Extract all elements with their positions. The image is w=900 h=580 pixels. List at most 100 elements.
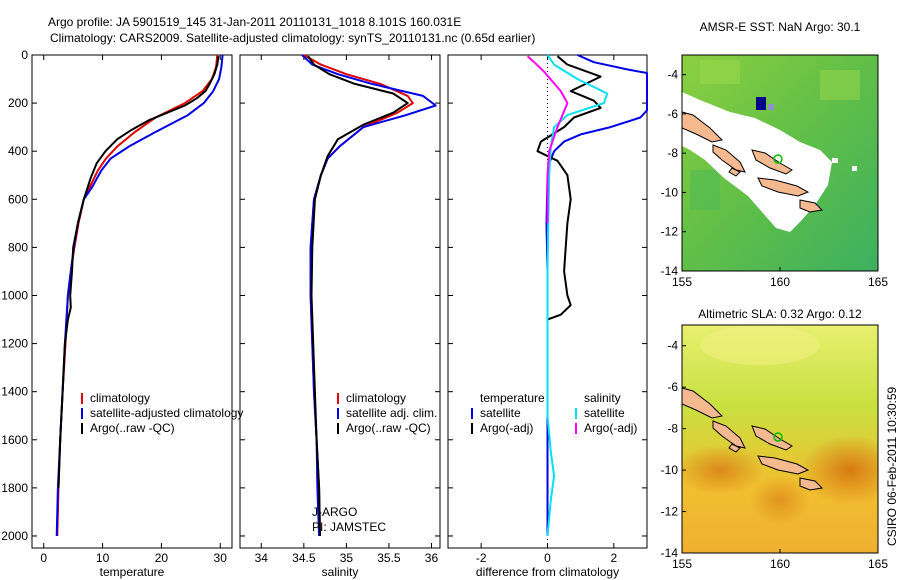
- timestamp-label: CSIRO 06-Feb-2011 10:30:59: [885, 386, 899, 546]
- sla-map-island: [757, 455, 810, 475]
- sst-map-patch: [820, 70, 860, 100]
- x-tick-label: 165: [868, 557, 888, 571]
- map-title: Altimetric SLA: 0.32 Argo: 0.12: [698, 307, 862, 321]
- sst-map-island: [799, 199, 824, 213]
- y-tick-label: 400: [8, 144, 28, 158]
- series-line-difference-3: [526, 55, 569, 224]
- x-tick-label: 35: [340, 551, 354, 565]
- sst-map-island: [682, 111, 724, 143]
- plot-frame: [31, 54, 233, 549]
- series-line-temperature-2: [57, 56, 220, 488]
- y-tick-label: -14: [661, 546, 679, 560]
- plot-frame: [239, 54, 441, 549]
- legend-entry: climatology: [90, 391, 150, 405]
- sla-map-low-anomaly: [700, 325, 820, 365]
- map-title: AMSR-E SST: NaN Argo: 30.1: [700, 20, 861, 34]
- sst-map-argo-marker: [773, 154, 783, 164]
- y-tick-label: 1600: [1, 433, 28, 447]
- x-tick-label: 0: [40, 551, 47, 565]
- profile-panel-salinity: 34 34.5 35 35.5 36 salinity climatologysatelli…: [239, 54, 441, 579]
- y-tick-label: -6: [667, 107, 678, 121]
- legend-entry: satellite: [480, 406, 521, 420]
- sla-map-high-anomaly: [750, 475, 810, 525]
- x-tick-label: 30: [214, 551, 228, 565]
- y-tick-label: 800: [8, 240, 28, 254]
- sst-map-patch: [690, 170, 720, 210]
- x-tick-label: 165: [868, 275, 888, 289]
- x-tick-label: 0: [544, 551, 551, 565]
- map-panel-sst_map: AMSR-E SST: NaN Argo: 30.1 155 160 165 -4 -6 -…: [661, 20, 889, 289]
- sst-map-island: [728, 167, 741, 177]
- x-tick-label: 20: [155, 551, 169, 565]
- legend-entry: satellite adj. clim.: [346, 406, 437, 420]
- sla-map-argo-marker: [773, 432, 783, 442]
- x-tick-label: 34: [255, 551, 269, 565]
- series-line-difference-1: [536, 55, 602, 321]
- sst-map-masked-cell: [852, 166, 857, 171]
- map-axes: AMSR-E SST: NaN Argo: 30.1 155 160 165 -4 -6 -…: [661, 20, 889, 571]
- sla-map-island: [728, 443, 741, 453]
- y-tick-label: -10: [661, 463, 679, 477]
- x-tick-label: 160: [770, 275, 790, 289]
- sst-map-island: [751, 149, 793, 175]
- series-line-temperature-1: [55, 54, 224, 537]
- sla-map-island: [751, 425, 793, 451]
- y-tick-label: -8: [667, 146, 678, 160]
- x-axis-label: difference from climatology: [476, 565, 619, 579]
- map-panel-sla_map: Altimetric SLA: 0.32 Argo: 0.12 155 160 165…: [661, 307, 889, 571]
- y-tick-label: 2000: [1, 529, 28, 543]
- annotation-text: PI: JAMSTEC: [312, 520, 386, 534]
- sst-map-masked-area: [682, 92, 832, 232]
- y-tick-label: 1400: [1, 385, 28, 399]
- sst-map-island: [757, 177, 810, 197]
- legend-entry: Argo(..raw -QC): [90, 421, 175, 435]
- x-tick-label: 10: [96, 551, 110, 565]
- y-tick-label: -6: [667, 380, 678, 394]
- legend-entry: Argo(..raw -QC): [346, 421, 431, 435]
- sst-map-island: [712, 144, 746, 173]
- x-tick-label: -2: [476, 551, 487, 565]
- legend-entry: Argo(-adj): [480, 421, 533, 435]
- y-tick-label: -4: [667, 68, 678, 82]
- sla-map-island: [799, 477, 824, 491]
- y-tick-label: -8: [667, 422, 678, 436]
- profile-panel-temperature: 0 10 20 30 0 200 400 600 800 1000 1200 1400 1600 1800…: [1, 48, 243, 579]
- y-tick-label: 200: [8, 96, 28, 110]
- sla-map-high-anomaly: [682, 445, 765, 495]
- figure-title-line2: Climatology: CARS2009. Satellite-adjuste…: [50, 31, 535, 45]
- series-line-salinity-2: [307, 55, 409, 537]
- x-axis-label: salinity: [322, 565, 359, 579]
- legend-header: salinity: [584, 391, 621, 405]
- sst-map-cold-cell: [756, 97, 766, 110]
- x-tick-label: 2: [610, 551, 617, 565]
- series-line-difference-0: [545, 54, 648, 536]
- y-tick-label: -12: [661, 225, 679, 239]
- sst-map-patch: [700, 60, 740, 84]
- sst-map-masked-cell: [832, 158, 838, 163]
- sst-map-cold-cell: [768, 104, 774, 110]
- y-tick-label: 0: [21, 48, 28, 62]
- figure-title-line1: Argo profile: JA 5901519_145 31-Jan-2011…: [48, 15, 461, 29]
- sla-map-island: [682, 387, 724, 419]
- annotation-text: J-ARGO: [312, 505, 357, 519]
- sla-map-island: [712, 420, 746, 449]
- x-tick-label: 160: [770, 557, 790, 571]
- y-tick-label: 600: [8, 192, 28, 206]
- x-axis-label: temperature: [100, 565, 165, 579]
- x-tick-label: 35.5: [377, 551, 401, 565]
- series-line-difference-2: [546, 54, 609, 537]
- profile-panels: 0 10 20 30020040060080010001200140016001800…: [1, 48, 648, 579]
- x-tick-label: 155: [672, 557, 692, 571]
- y-tick-label: 1000: [1, 288, 28, 302]
- legend-entry: satellite: [584, 406, 625, 420]
- y-tick-label: 1200: [1, 337, 28, 351]
- y-tick-label: -4: [667, 339, 678, 353]
- sla-map-field: [682, 325, 878, 553]
- y-tick-label: -10: [661, 185, 679, 199]
- legend-entry: satellite-adjusted climatology: [90, 406, 243, 420]
- legend-header: temperature: [480, 391, 545, 405]
- x-tick-label: 155: [672, 275, 692, 289]
- x-tick-label: 36: [425, 551, 439, 565]
